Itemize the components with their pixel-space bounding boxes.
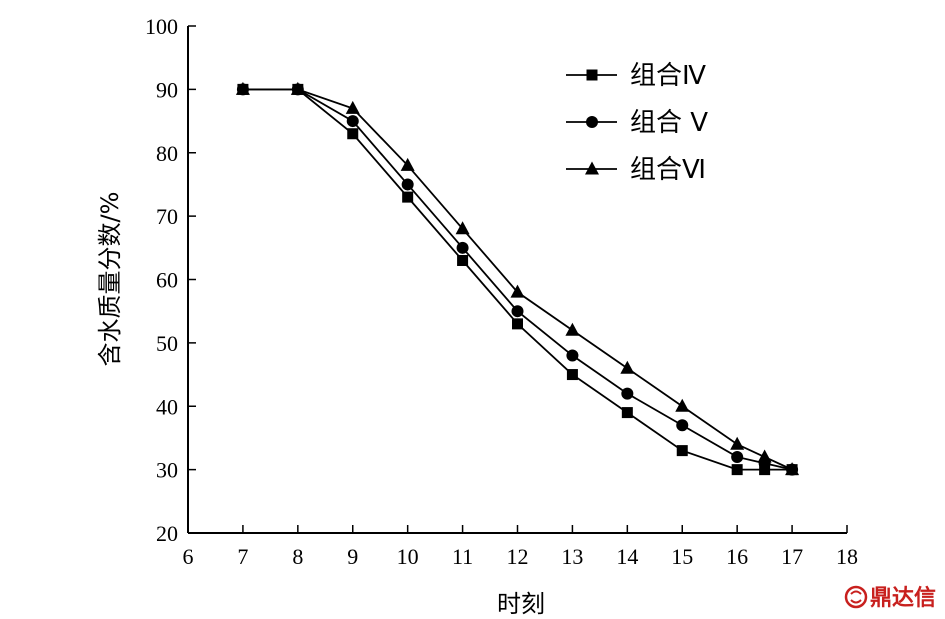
data-point	[676, 445, 688, 457]
data-point	[457, 254, 469, 266]
legend-label: 组合Ⅵ	[630, 155, 706, 185]
legend-marker	[585, 161, 599, 175]
series-line	[242, 88, 793, 471]
data-point	[346, 115, 359, 128]
x-tick-label: 18	[836, 544, 858, 569]
series-1	[237, 83, 798, 476]
data-point	[676, 419, 689, 432]
legend-marker	[586, 116, 598, 128]
x-axis-ticks: 6 7 8 9 10 11 12 13 14 15 16 17 18	[183, 525, 858, 569]
legend: 组合Ⅳ 组合 V 组合Ⅵ	[566, 61, 708, 185]
legend-label: 组合 V	[630, 108, 708, 138]
x-tick-label: 11	[452, 544, 473, 569]
legend-label: 组合Ⅳ	[630, 61, 706, 91]
data-point	[757, 449, 772, 463]
series-line	[242, 88, 793, 471]
x-tick-label: 8	[292, 544, 303, 569]
data-point	[512, 318, 523, 330]
watermark-logo-mark	[850, 590, 862, 604]
data-point	[621, 407, 633, 419]
y-axis-ticks: 20 30 40 50 60 70 80 90 100	[145, 14, 196, 546]
y-tick-label: 50	[156, 331, 178, 356]
y-tick-label: 30	[156, 458, 178, 483]
y-axis-label: 含水质量分数/%	[96, 192, 124, 367]
data-point	[566, 369, 578, 381]
y-tick-label: 70	[156, 204, 178, 229]
data-point	[759, 464, 771, 476]
legend-marker	[586, 69, 598, 81]
series-2	[236, 83, 799, 476]
data-point	[565, 322, 580, 336]
x-tick-label: 10	[397, 544, 419, 569]
legend-item: 组合Ⅳ	[566, 61, 706, 91]
y-tick-label: 80	[156, 141, 178, 166]
x-tick-label: 12	[507, 544, 529, 569]
x-tick-label: 14	[616, 544, 638, 569]
data-point	[455, 221, 470, 235]
x-tick-label: 16	[726, 544, 748, 569]
y-tick-label: 20	[156, 521, 178, 546]
data-point	[620, 360, 635, 374]
axes	[187, 26, 847, 534]
data-point	[675, 398, 690, 412]
x-tick-label: 17	[781, 544, 803, 569]
data-point	[347, 128, 359, 140]
data-point	[566, 349, 579, 362]
x-tick-label: 15	[671, 544, 693, 569]
data-point	[290, 81, 305, 95]
data-point	[730, 436, 745, 450]
legend-item: 组合Ⅵ	[566, 155, 706, 185]
data-point	[400, 157, 415, 171]
x-axis-label: 时刻	[497, 590, 545, 618]
y-tick-label: 100	[145, 14, 178, 39]
data-point	[621, 387, 634, 400]
data-point	[235, 81, 250, 95]
data-point	[731, 450, 744, 463]
y-tick-label: 60	[156, 268, 178, 293]
data-point	[456, 241, 469, 254]
watermark-text: 鼎达信	[870, 585, 936, 611]
watermark: 鼎达信	[844, 585, 936, 611]
series-layer	[235, 81, 800, 476]
x-tick-label: 13	[561, 544, 583, 569]
series-line	[242, 88, 793, 471]
data-point	[731, 464, 743, 476]
y-tick-label: 90	[156, 77, 178, 102]
data-point	[510, 284, 525, 298]
y-tick-label: 40	[156, 394, 178, 419]
watermark-logo-icon	[844, 585, 868, 609]
x-tick-label: 6	[183, 544, 194, 569]
data-point	[345, 100, 360, 114]
legend-item: 组合 V	[566, 108, 708, 138]
data-point	[785, 462, 800, 476]
data-point	[402, 191, 414, 203]
series-3	[235, 81, 800, 476]
data-point	[401, 178, 414, 191]
x-tick-label: 9	[347, 544, 358, 569]
data-point	[511, 305, 524, 318]
x-tick-label: 7	[237, 544, 248, 569]
